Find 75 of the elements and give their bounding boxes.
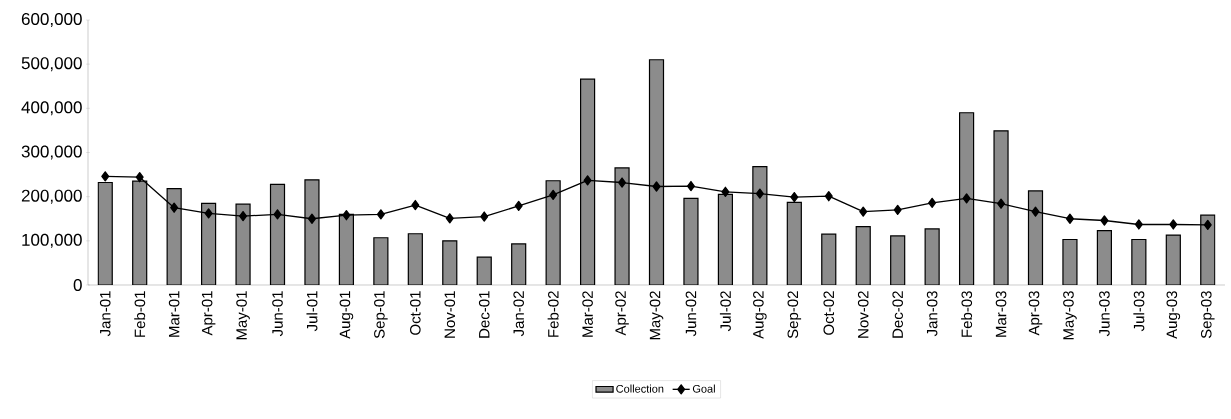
point xyxy=(583,175,592,186)
legend-label: Goal xyxy=(692,384,715,393)
point xyxy=(618,177,627,188)
point xyxy=(101,171,110,182)
x-tick-label: Apr-01 xyxy=(201,291,216,336)
point xyxy=(445,213,454,224)
x-tick-label: Apr-03 xyxy=(1028,291,1043,336)
x-tick-label: Jul-03 xyxy=(1133,291,1145,332)
y-tick-label: 100,000 xyxy=(22,233,82,248)
x-tick-label: Jan-03 xyxy=(926,291,938,337)
point xyxy=(1169,219,1178,230)
x-tick-label: Jun-02 xyxy=(685,291,697,337)
x-tick-label: May-03 xyxy=(1063,291,1077,340)
x-tick-label: Jun-03 xyxy=(1099,291,1110,337)
point xyxy=(204,208,213,219)
x-tick-label: Apr-02 xyxy=(615,291,629,336)
y-tick-label: 500,000 xyxy=(21,57,82,72)
point xyxy=(859,206,868,217)
point xyxy=(170,202,179,213)
x-tick-label: Aug-03 xyxy=(1166,291,1181,339)
y-tick-label: 200,000 xyxy=(21,189,82,204)
x-tick-label: Sep-01 xyxy=(374,291,388,339)
point xyxy=(790,191,799,203)
point xyxy=(411,199,420,211)
y-tick-label: 0 xyxy=(73,278,82,292)
y-tick-label: 400,000 xyxy=(21,101,82,116)
x-tick-label: Sep-02 xyxy=(787,291,802,339)
point xyxy=(307,213,316,224)
y-tick-label: 600,000 xyxy=(21,12,82,28)
x-tick-label: Nov-02 xyxy=(857,291,869,338)
x-tick-label: Dec-02 xyxy=(892,291,903,338)
x-tick-label: Oct-02 xyxy=(823,291,835,335)
point xyxy=(135,172,144,183)
point xyxy=(376,209,385,220)
point xyxy=(1065,213,1074,224)
x-tick-label: May-02 xyxy=(649,291,664,340)
y-tick-label: 300,000 xyxy=(21,145,82,160)
x-tick-label: May-01 xyxy=(236,291,250,340)
point xyxy=(1203,219,1212,231)
point xyxy=(239,210,248,222)
point xyxy=(721,186,730,197)
x-tick-label: Jun-01 xyxy=(272,291,283,337)
point xyxy=(652,181,661,192)
point xyxy=(273,209,282,220)
point xyxy=(824,191,833,202)
point xyxy=(342,210,351,221)
point xyxy=(997,198,1006,209)
x-tick-label: Mar-03 xyxy=(995,291,1007,337)
x-tick-label: Oct-01 xyxy=(410,291,421,335)
point xyxy=(962,193,971,204)
point xyxy=(755,188,764,199)
point xyxy=(893,204,902,216)
x-tick-label: Mar-01 xyxy=(168,291,180,337)
x-tick-label: Jan-02 xyxy=(513,291,524,337)
legend-label: Collection xyxy=(616,384,664,393)
x-tick-label: Jul-02 xyxy=(719,291,731,332)
point xyxy=(480,211,489,222)
x-tick-label: Jan-01 xyxy=(99,291,111,337)
x-tick-label: Aug-01 xyxy=(339,291,354,339)
x-tick-label: Feb-01 xyxy=(134,291,146,337)
point xyxy=(549,189,558,201)
x-tick-label: Feb-02 xyxy=(547,291,559,337)
x-tick-label: Sep-03 xyxy=(1200,291,1215,339)
x-tick-label: Nov-01 xyxy=(444,291,456,338)
point xyxy=(1100,215,1109,226)
point xyxy=(1031,206,1040,217)
x-tick-label: Feb-03 xyxy=(961,291,973,337)
point xyxy=(928,197,937,208)
x-tick-label: Aug-02 xyxy=(753,291,767,339)
point xyxy=(1134,219,1143,230)
point xyxy=(514,200,523,212)
x-tick-label: Mar-02 xyxy=(582,291,593,337)
point xyxy=(686,180,695,192)
x-tick-label: Jul-01 xyxy=(306,291,318,332)
x-tick-label: Dec-01 xyxy=(478,291,490,338)
